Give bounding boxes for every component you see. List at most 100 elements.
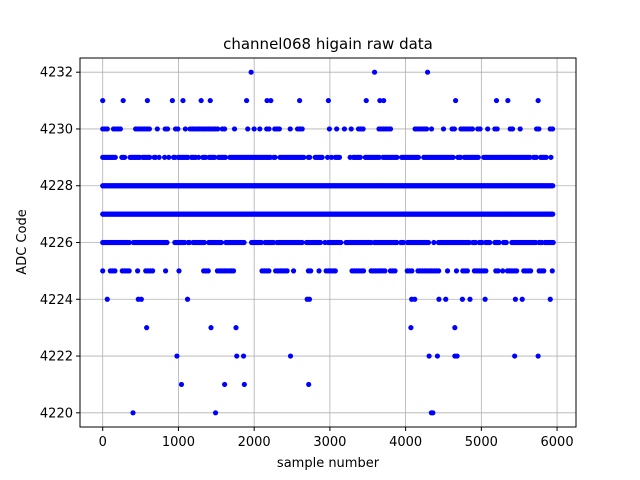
data-point	[483, 268, 489, 274]
data-point	[208, 325, 214, 331]
data-point	[336, 154, 343, 160]
data-point	[218, 239, 224, 246]
data-point	[394, 154, 400, 160]
data-point	[308, 268, 314, 274]
data-point	[268, 97, 274, 104]
data-point	[284, 268, 290, 274]
data-point	[338, 239, 344, 246]
data-point	[440, 126, 447, 132]
data-point	[299, 126, 305, 132]
data-point	[176, 268, 182, 274]
data-point	[241, 381, 247, 388]
data-point	[264, 97, 270, 104]
data-point	[182, 126, 188, 132]
data-point	[162, 268, 169, 274]
data-point	[509, 126, 516, 132]
data-point	[301, 154, 307, 160]
data-point	[436, 268, 442, 274]
data-point	[381, 97, 387, 104]
data-point	[299, 239, 305, 246]
data-point	[400, 239, 407, 246]
data-point	[112, 154, 118, 160]
data-point	[130, 410, 136, 416]
data-point	[126, 268, 132, 274]
data-point	[152, 154, 159, 160]
x-tick-label: 4000	[389, 435, 422, 450]
data-point	[467, 296, 473, 302]
data-point	[512, 353, 518, 359]
y-tick-label: 4220	[40, 406, 73, 421]
data-point	[443, 296, 449, 302]
data-point	[452, 325, 458, 331]
data-point	[493, 97, 500, 104]
data-point	[306, 296, 313, 302]
data-point	[198, 97, 204, 104]
x-axis-label: sample number	[277, 456, 380, 471]
data-point	[454, 353, 460, 359]
data-point	[500, 268, 506, 274]
data-point	[550, 183, 556, 189]
data-point	[469, 126, 476, 132]
data-point	[547, 296, 553, 302]
data-point	[169, 97, 175, 104]
data-point	[307, 154, 313, 160]
data-point	[222, 381, 228, 388]
data-point	[135, 268, 141, 274]
data-point	[434, 353, 441, 359]
data-point	[120, 97, 126, 104]
data-point	[363, 97, 369, 104]
data-point	[146, 126, 153, 132]
data-point	[334, 126, 340, 132]
y-axis-label: ADC Code	[15, 209, 30, 274]
data-point	[477, 126, 483, 132]
data-point	[348, 126, 354, 132]
data-point	[517, 126, 523, 132]
data-point	[257, 126, 263, 132]
data-point	[464, 268, 470, 274]
y-tick-label: 4222	[40, 350, 73, 365]
data-point	[166, 154, 172, 160]
data-point	[394, 239, 400, 246]
data-point	[156, 154, 162, 160]
data-point	[541, 268, 547, 274]
x-tick-label: 2000	[238, 435, 271, 450]
data-point	[212, 410, 219, 416]
data-point	[248, 69, 254, 75]
data-point	[357, 154, 363, 160]
data-point	[245, 126, 251, 132]
data-point	[201, 239, 207, 246]
data-point	[514, 268, 520, 274]
data-point	[452, 97, 459, 104]
data-point	[251, 126, 257, 132]
y-tick-label: 4230	[40, 122, 73, 137]
data-point	[326, 126, 332, 132]
data-point	[377, 97, 383, 104]
x-tick-label: 5000	[465, 435, 498, 450]
data-point	[319, 154, 325, 160]
data-point	[180, 97, 186, 104]
data-point	[241, 239, 247, 246]
data-point	[536, 126, 542, 132]
data-point	[387, 126, 394, 132]
data-point	[426, 353, 432, 359]
data-point	[212, 154, 218, 160]
data-point	[276, 126, 282, 132]
y-tick-label: 4232	[40, 66, 73, 81]
data-point	[316, 268, 322, 274]
data-point	[495, 268, 501, 274]
data-point	[162, 154, 168, 160]
data-point	[424, 69, 431, 75]
data-point	[459, 296, 466, 302]
data-point	[503, 239, 509, 246]
data-point	[475, 154, 481, 160]
data-point	[535, 353, 541, 359]
data-point	[233, 325, 239, 331]
data-point	[360, 268, 367, 274]
data-point	[324, 154, 331, 160]
data-point	[430, 410, 436, 416]
data-point	[178, 381, 185, 388]
chart-title: channel068 higain raw data	[223, 35, 433, 53]
data-point	[528, 268, 534, 274]
data-point	[164, 239, 170, 246]
